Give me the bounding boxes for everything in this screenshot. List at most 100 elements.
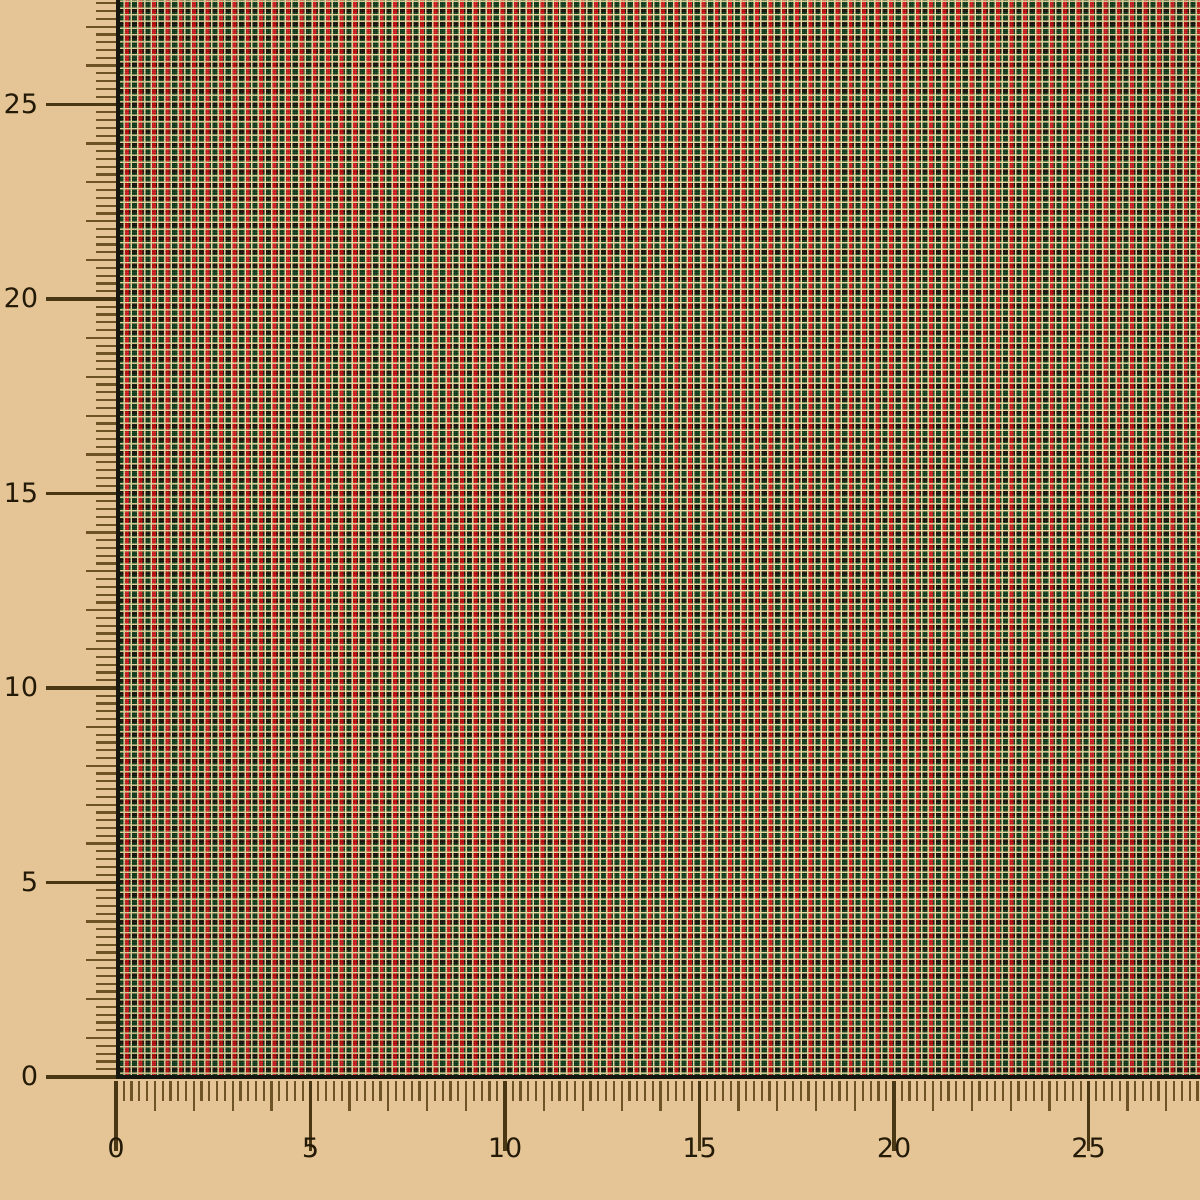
ruler-y-minor-tick	[96, 577, 116, 581]
ruler-x-minor-tick	[612, 1081, 615, 1101]
ruler-y-minor-tick	[96, 974, 116, 977]
ruler-x-minor-tick	[721, 1081, 724, 1101]
ruler-x-minor-tick	[643, 1081, 647, 1101]
ruler-y-minor-tick	[96, 251, 116, 254]
ruler-y-minor-tick	[96, 56, 116, 59]
ruler-x-minor-tick	[745, 1081, 748, 1101]
ruler-y-minor-tick	[96, 212, 116, 215]
ruler-x-minor-tick	[488, 1081, 491, 1101]
ruler-y-minor-tick	[96, 95, 116, 98]
ruler-x-minor-tick	[130, 1081, 133, 1101]
ruler-y-minor-tick	[96, 632, 116, 635]
ruler-x-minor-tick	[659, 1081, 662, 1111]
ruler-x-minor-tick	[791, 1081, 794, 1101]
ruler-y-minor-tick	[96, 48, 116, 52]
ruler-y-minor-tick	[96, 943, 116, 946]
ruler-x-minor-tick	[908, 1081, 911, 1101]
ruler-x-minor-tick	[472, 1081, 475, 1101]
ruler-y-major-tick	[46, 491, 116, 496]
ruler-x-minor-tick	[900, 1081, 903, 1101]
ruler-x-minor-tick	[947, 1081, 950, 1101]
ruler-y-minor-tick	[86, 725, 116, 729]
ruler-y-minor-tick	[96, 1068, 116, 1071]
ruler-y-minor-tick	[96, 733, 116, 736]
ruler-y-minor-tick	[96, 352, 116, 355]
ruler-x-minor-tick	[332, 1081, 335, 1101]
ruler-y-minor-tick	[86, 64, 116, 67]
ruler-x-label: 5	[301, 1133, 320, 1164]
ruler-x-minor-tick	[457, 1081, 460, 1101]
ruler-y-minor-tick	[86, 1036, 116, 1040]
ruler-x-major-tick	[1086, 1081, 1091, 1151]
ruler-y-minor-tick	[96, 360, 116, 363]
ruler-y-major-tick	[46, 686, 116, 690]
ruler-x-minor-tick	[1064, 1081, 1067, 1101]
ruler-y-minor-tick	[96, 1013, 116, 1016]
ruler-x-minor-tick	[1040, 1081, 1043, 1101]
ruler-y-minor-tick	[96, 313, 116, 316]
ruler-x-minor-tick	[822, 1081, 826, 1101]
ruler-y-minor-tick	[96, 640, 116, 643]
ruler-y-minor-tick	[86, 375, 116, 378]
ruler-x-minor-tick	[1134, 1081, 1137, 1101]
ruler-x-minor-tick	[970, 1081, 973, 1111]
ruler-x-minor-tick	[146, 1081, 149, 1101]
ruler-y-minor-tick	[96, 290, 116, 293]
ruler-y-minor-tick	[96, 305, 116, 308]
ruler-x-minor-tick	[1196, 1081, 1199, 1101]
ruler-y-major-tick	[46, 102, 116, 107]
ruler-y-minor-tick	[96, 243, 116, 246]
ruler-y-minor-tick	[96, 624, 116, 627]
ruler-x-minor-tick	[387, 1081, 390, 1111]
ruler-x-minor-tick	[535, 1081, 538, 1101]
ruler-x-minor-tick	[394, 1081, 398, 1101]
ruler-x-minor-tick	[682, 1081, 686, 1101]
ruler-y-minor-tick	[96, 515, 116, 518]
ruler-y-minor-tick	[96, 990, 116, 993]
ruler-x-minor-tick	[379, 1081, 382, 1101]
ruler-y-minor-tick	[96, 500, 116, 503]
ruler-y-minor-tick	[96, 966, 116, 970]
ruler-y-minor-tick	[96, 694, 116, 697]
ruler-y-minor-tick	[96, 329, 116, 332]
ruler-x-minor-tick	[620, 1081, 623, 1111]
ruler-x-minor-tick	[651, 1081, 654, 1101]
ruler-x-minor-tick	[1141, 1081, 1145, 1101]
ruler-y-minor-tick	[96, 834, 116, 837]
ruler-y-minor-tick	[96, 227, 116, 231]
ruler-y-minor-tick	[96, 826, 116, 830]
ruler-x-major-tick	[503, 1081, 507, 1151]
ruler-x-minor-tick	[962, 1081, 966, 1101]
ruler-x-minor-tick	[558, 1081, 561, 1101]
fabric-edge-bottom	[116, 1075, 1200, 1079]
ruler-y-minor-tick	[96, 554, 116, 557]
ruler-y-minor-tick	[86, 414, 116, 417]
ruler-x-minor-tick	[978, 1081, 981, 1101]
ruler-y-minor-tick	[96, 157, 116, 161]
ruler-x-minor-tick	[216, 1081, 219, 1101]
ruler-x-minor-tick	[861, 1081, 864, 1101]
ruler-y-minor-tick	[96, 507, 116, 511]
ruler-y-minor-tick	[96, 367, 116, 371]
ruler-y-minor-tick	[96, 702, 116, 705]
ruler-y-minor-tick	[86, 531, 116, 534]
ruler-y-minor-tick	[96, 951, 116, 954]
ruler-y-minor-tick	[96, 282, 116, 285]
ruler-y-minor-tick	[96, 896, 116, 900]
fabric-cream-grid-layer	[117, 0, 1200, 1078]
ruler-x-label: 0	[107, 1133, 125, 1164]
ruler-x-minor-tick	[371, 1081, 374, 1101]
ruler-y-minor-tick	[96, 546, 116, 550]
ruler-y-minor-tick	[96, 1005, 116, 1009]
ruler-y-minor-tick	[96, 321, 116, 324]
ruler-x-minor-tick	[1165, 1081, 1168, 1111]
ruler-y-minor-tick	[96, 593, 116, 596]
ruler-x-minor-tick	[675, 1081, 678, 1101]
ruler-x-minor-tick	[566, 1081, 569, 1101]
ruler-y-label: 25	[3, 88, 38, 120]
ruler-x-minor-tick	[1157, 1081, 1160, 1101]
ruler-x-minor-tick	[986, 1081, 989, 1101]
ruler-x-minor-tick	[410, 1081, 413, 1101]
ruler-x-minor-tick	[247, 1081, 250, 1101]
ruler-x-minor-tick	[550, 1081, 553, 1101]
